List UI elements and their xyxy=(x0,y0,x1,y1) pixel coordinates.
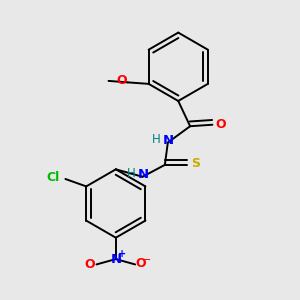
Text: N: N xyxy=(110,253,122,266)
Text: H: H xyxy=(152,133,161,146)
Text: O: O xyxy=(116,74,127,87)
Text: O: O xyxy=(84,258,95,271)
Text: −: − xyxy=(142,255,151,265)
Text: O: O xyxy=(135,257,146,270)
Text: N: N xyxy=(138,168,149,181)
Text: H: H xyxy=(126,167,135,180)
Text: S: S xyxy=(191,158,200,170)
Text: +: + xyxy=(118,249,126,259)
Text: O: O xyxy=(215,118,226,130)
Text: N: N xyxy=(163,134,174,147)
Text: Cl: Cl xyxy=(47,171,60,184)
